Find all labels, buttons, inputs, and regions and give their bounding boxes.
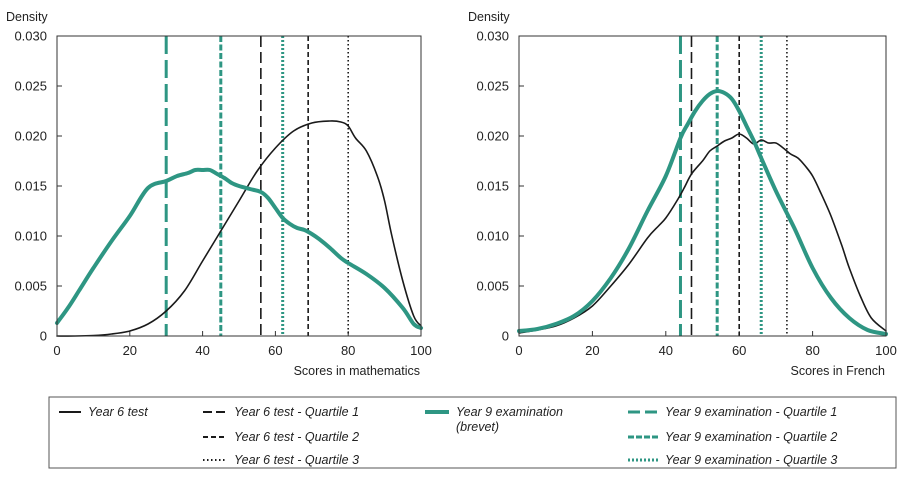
legend-box xyxy=(48,396,897,469)
x-tick-label: 60 xyxy=(268,343,282,358)
series-line-year6-test xyxy=(56,120,422,337)
x-tick-label: 0 xyxy=(515,343,522,358)
series-line-year9-exam xyxy=(517,88,888,336)
x-tick-label: 0 xyxy=(53,343,60,358)
y-tick-label: 0.020 xyxy=(476,129,509,144)
y-axis-label: Density xyxy=(6,10,48,24)
panel-mathematics: 0 0.005 0.010 0.015 0.020 0.025 0.030 0 20 40 60 80… xyxy=(6,10,432,378)
plot-frame xyxy=(56,35,422,337)
legend-label-year9-exam-line2: (brevet) xyxy=(456,420,499,434)
legend-label-year9-q3: Year 9 examination - Quartile 3 xyxy=(665,453,837,467)
x-tick-label: 40 xyxy=(195,343,209,358)
y-tick-label: 0.010 xyxy=(14,229,47,244)
y-tick-label: 0.025 xyxy=(14,79,47,94)
y-tick-label: 0 xyxy=(40,329,47,344)
y-tick-label: 0.005 xyxy=(476,279,509,294)
legend: Year 6 test Year 6 test - Quartile 1 Yea… xyxy=(48,396,897,469)
x-tick-label: 40 xyxy=(659,343,673,358)
legend-label-year9-exam-line1: Year 9 examination xyxy=(456,405,563,419)
y-tick-label: 0.015 xyxy=(476,179,509,194)
y-axis-label: Density xyxy=(468,10,510,24)
y-tick-label: 0.030 xyxy=(14,29,47,44)
x-tick-label: 100 xyxy=(410,343,432,358)
x-axis-label: Scores in mathematics xyxy=(294,364,420,378)
x-tick-label: 20 xyxy=(585,343,599,358)
legend-label-year9-q2: Year 9 examination - Quartile 2 xyxy=(665,430,837,444)
legend-label-year6-q1: Year 6 test - Quartile 1 xyxy=(234,405,359,419)
x-tick-label: 20 xyxy=(123,343,137,358)
y-tick-label: 0.020 xyxy=(14,129,47,144)
x-tick-label: 100 xyxy=(875,343,897,358)
y-tick-label: 0.030 xyxy=(476,29,509,44)
y-tick-label: 0.005 xyxy=(14,279,47,294)
panel-french: 0 0.005 0.010 0.015 0.020 0.025 0.030 0 20 40 60 80… xyxy=(468,10,897,378)
legend-label-year6-q2: Year 6 test - Quartile 2 xyxy=(234,430,359,444)
legend-label-year6-q3: Year 6 test - Quartile 3 xyxy=(234,453,359,467)
series-line-year9-exam xyxy=(55,167,423,330)
plot-frame xyxy=(518,35,887,337)
legend-label-year6-test: Year 6 test xyxy=(88,405,148,419)
y-tick-label: 0.010 xyxy=(476,229,509,244)
x-axis-label: Scores in French xyxy=(791,364,886,378)
x-tick-label: 60 xyxy=(732,343,746,358)
y-tick-label: 0 xyxy=(502,329,509,344)
x-tick-label: 80 xyxy=(341,343,355,358)
legend-label-year9-q1: Year 9 examination - Quartile 1 xyxy=(665,405,837,419)
y-tick-label: 0.025 xyxy=(476,79,509,94)
x-tick-label: 80 xyxy=(805,343,819,358)
y-tick-label: 0.015 xyxy=(14,179,47,194)
series-line-year6-test xyxy=(518,133,887,334)
